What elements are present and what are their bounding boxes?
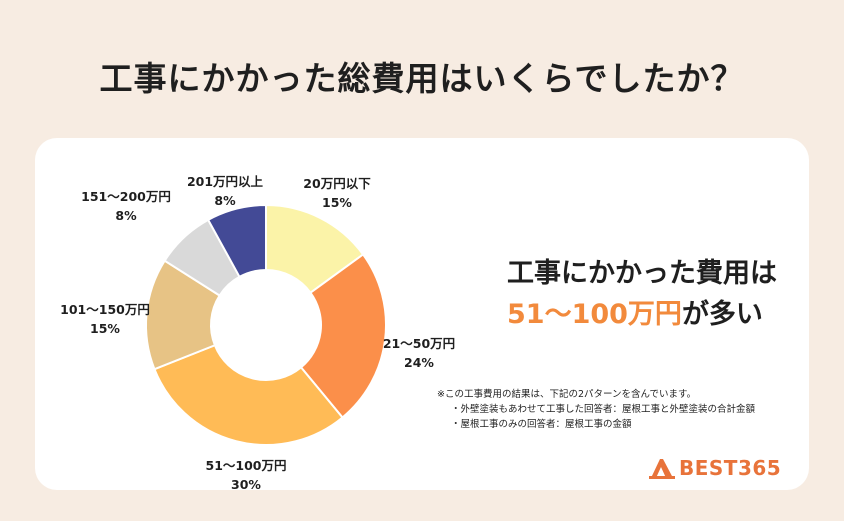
footnote-item-roof: ・屋根工事のみの回答者：屋根工事の金額 <box>451 419 632 431</box>
headline-line1: 工事にかかった費用は <box>507 258 777 289</box>
footnote-main: ※この工事費用の結果は、下記の2パターンを含んでいます。 <box>437 389 697 400</box>
slice-category: 21〜50万円 <box>382 336 456 351</box>
footnotes: ※この工事費用の結果は、下記の2パターンを含んでいます。 ・外壁塗装もあわせて工… <box>437 387 755 433</box>
slice-label-2: 21〜50万円 24% <box>383 334 455 373</box>
logo-text: BEST365 <box>679 456 782 480</box>
headline-accent: 51〜100万円 <box>507 298 682 330</box>
slice-label-3: 51〜100万円 30% <box>206 456 287 495</box>
slice-percent: 15% <box>322 195 352 211</box>
footnote-item-exterior: ・外壁塗装もあわせて工事した回答者：屋根工事と外壁塗装の合計金額 <box>451 404 756 416</box>
slice-category: 20万円以下 <box>303 176 371 191</box>
chart-card: 20万円以下 15% 21〜50万円 24% 51〜100万円 30% 101〜150万円 1… <box>35 138 809 492</box>
slice-percent: 8% <box>115 208 137 224</box>
slice-label-1: 20万円以下 15% <box>303 174 370 213</box>
donut-chart <box>145 203 387 446</box>
slice-label-5: 151〜200万円 8% <box>81 187 171 226</box>
slice-percent: 15% <box>90 321 120 337</box>
brand-logo: BEST365 <box>649 456 781 480</box>
headline: 工事にかかった費用は 51〜100万円が多い <box>507 254 777 335</box>
slice-percent: 8% <box>214 193 236 209</box>
slice-category: 151〜200万円 <box>81 189 171 204</box>
slice-category: 51〜100万円 <box>205 458 287 473</box>
slice-label-6: 201万円以上 8% <box>187 172 263 211</box>
slice-percent: 30% <box>231 477 261 493</box>
slice-percent: 24% <box>404 355 434 371</box>
page-title: 工事にかかった総費用はいくらでしたか？ <box>99 59 745 98</box>
donut-slice-3 <box>153 343 344 446</box>
donut-slice-2 <box>299 253 387 419</box>
headline-suffix: が多い <box>681 298 763 330</box>
slice-category: 201万円以上 <box>186 174 264 189</box>
slice-label-4: 101〜150万円 15% <box>60 300 150 339</box>
slice-category: 101〜150万円 <box>60 302 150 317</box>
donut-slice-6 <box>206 203 267 279</box>
headline-line2: 51〜100万円が多い <box>507 295 777 336</box>
logo-mark-icon <box>649 459 675 479</box>
